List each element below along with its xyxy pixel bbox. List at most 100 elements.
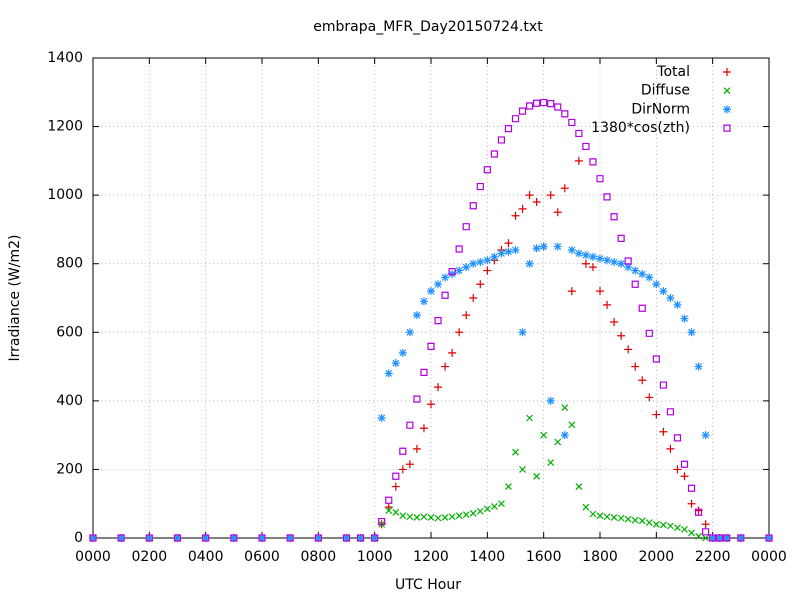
- data-point: [398, 348, 407, 357]
- data-point: [687, 328, 696, 337]
- data-point: [631, 280, 639, 288]
- data-point: [666, 522, 674, 530]
- data-point: [652, 520, 660, 528]
- data-point: [553, 208, 562, 217]
- data-point: [681, 526, 688, 533]
- data-point: [504, 247, 513, 256]
- data-point: [483, 266, 492, 275]
- data-point: [342, 534, 351, 542]
- data-point: [441, 291, 449, 299]
- data-point: [448, 268, 456, 276]
- data-point: [695, 532, 703, 540]
- data-point: [624, 515, 632, 523]
- data-point: [624, 263, 633, 272]
- data-point: [384, 369, 393, 378]
- data-point: [575, 129, 583, 138]
- data-point: [89, 534, 97, 542]
- x-tick-label: 1600: [526, 549, 562, 565]
- data-point: [687, 484, 696, 492]
- data-point: [490, 150, 498, 158]
- data-point: [201, 534, 210, 542]
- data-point: [519, 466, 526, 473]
- data-point: [230, 534, 238, 542]
- data-point: [497, 249, 506, 258]
- data-point: [737, 534, 745, 542]
- data-point: [469, 294, 478, 302]
- data-point: [680, 314, 689, 323]
- data-point: [413, 514, 421, 521]
- data-point: [610, 213, 618, 221]
- data-point: [631, 362, 640, 371]
- data-point: [532, 244, 541, 253]
- data-point: [588, 252, 597, 261]
- data-point: [434, 383, 443, 392]
- y-tick-label: 600: [56, 324, 83, 340]
- data-point: [568, 421, 576, 429]
- data-point: [645, 393, 654, 402]
- legend-label: Diffuse: [641, 83, 690, 99]
- data-point: [596, 254, 604, 263]
- data-point: [455, 245, 463, 253]
- y-tick-label: 800: [56, 256, 83, 272]
- data-point: [448, 270, 457, 278]
- data-point: [391, 482, 400, 491]
- legend-marker: [723, 124, 731, 132]
- legend-marker: [723, 87, 731, 95]
- x-tick-label: 0000: [75, 549, 111, 565]
- data-point: [518, 107, 527, 115]
- data-point: [674, 524, 681, 532]
- data-point: [575, 483, 583, 490]
- legend-label: DirNorm: [631, 101, 690, 117]
- data-point: [596, 512, 604, 520]
- y-tick-label: 1400: [47, 50, 83, 66]
- data-point: [427, 400, 435, 409]
- data-point: [596, 287, 604, 296]
- data-point: [462, 263, 471, 272]
- data-point: [117, 534, 126, 542]
- x-tick-label: 1800: [582, 549, 618, 565]
- data-point: [533, 99, 541, 107]
- x-tick-label: 0200: [132, 549, 168, 565]
- data-point: [652, 410, 661, 419]
- data-point: [581, 251, 590, 260]
- data-point: [511, 246, 520, 254]
- data-point: [673, 465, 682, 474]
- data-point: [715, 534, 724, 542]
- data-point: [561, 110, 569, 118]
- data-point: [490, 503, 498, 510]
- data-point: [342, 534, 351, 542]
- data-point: [540, 431, 548, 439]
- data-point: [434, 514, 442, 522]
- data-point: [371, 534, 379, 542]
- data-point: [412, 311, 421, 320]
- data-point: [462, 511, 470, 519]
- data-point: [666, 294, 675, 302]
- data-point: [441, 362, 450, 371]
- data-point: [603, 193, 611, 201]
- x-tick-label: 0600: [244, 549, 280, 565]
- x-tick-label: 1200: [413, 549, 449, 565]
- data-point: [539, 242, 548, 251]
- data-point: [512, 448, 519, 456]
- data-point: [553, 242, 562, 251]
- data-point: [574, 156, 583, 165]
- data-point: [736, 534, 745, 542]
- data-point: [659, 381, 667, 389]
- data-point: [511, 211, 520, 220]
- data-point: [694, 508, 703, 516]
- y-tick-label: 1200: [47, 119, 83, 135]
- data-point: [596, 175, 604, 183]
- y-tick-label: 0: [74, 530, 83, 546]
- data-point: [405, 460, 414, 469]
- x-tick-label: 1000: [357, 549, 393, 565]
- data-point: [673, 300, 682, 309]
- data-point: [702, 528, 710, 536]
- data-point: [476, 507, 484, 515]
- plot-frame: [92, 57, 770, 539]
- data-point: [455, 266, 464, 275]
- data-point: [145, 534, 153, 542]
- data-point: [574, 249, 583, 258]
- data-point: [483, 256, 492, 265]
- data-point: [540, 98, 548, 107]
